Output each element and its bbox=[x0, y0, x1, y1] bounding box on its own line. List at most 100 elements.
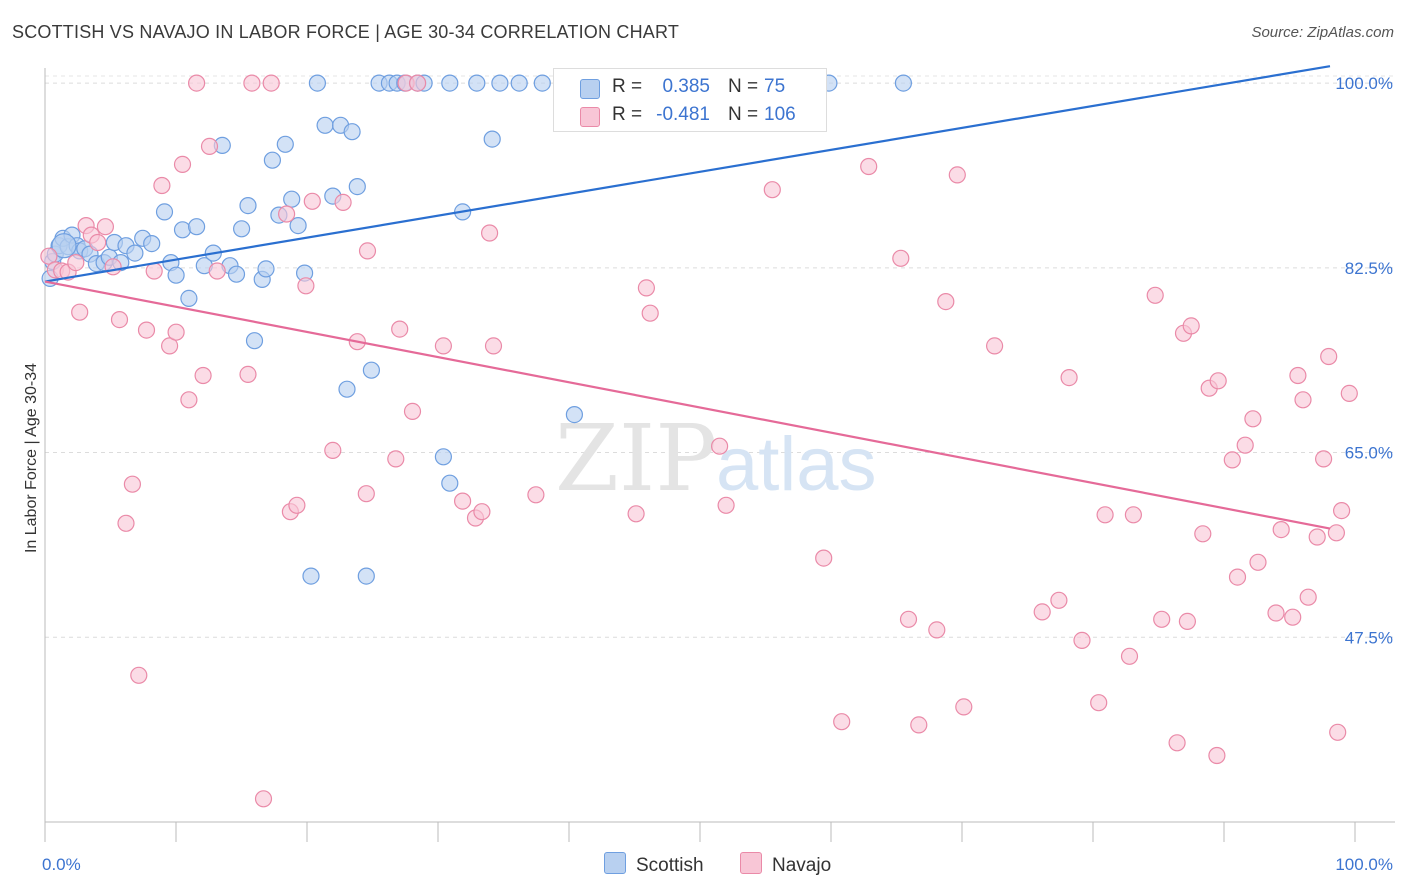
navajo-point-34 bbox=[303, 192, 321, 210]
r-value: 0.385 bbox=[662, 76, 710, 97]
navajo-point-66 bbox=[937, 293, 955, 311]
scottish-point-51 bbox=[362, 361, 380, 379]
scottish-point-44 bbox=[316, 116, 334, 134]
trend-lines bbox=[44, 65, 1331, 530]
navajo-point-104 bbox=[1340, 384, 1358, 402]
navajo-point-90 bbox=[1236, 436, 1254, 454]
navajo-point-17 bbox=[153, 176, 171, 195]
navajo-point-22 bbox=[188, 74, 206, 92]
source-label: Source: ZipAtlas.com bbox=[1251, 24, 1394, 41]
scottish-point-63 bbox=[483, 130, 501, 148]
navajo-point-61 bbox=[860, 157, 878, 176]
navajo-point-50 bbox=[484, 337, 503, 355]
navajo-point-26 bbox=[239, 365, 257, 383]
scottish-point-66 bbox=[533, 74, 551, 92]
navajo-legend-swatch bbox=[740, 852, 762, 874]
scottish-point-50 bbox=[357, 567, 375, 585]
navajo-point-29 bbox=[262, 74, 280, 92]
navajo-point-19 bbox=[167, 323, 185, 341]
navajo-point-75 bbox=[1096, 506, 1114, 524]
navajo-point-64 bbox=[910, 716, 928, 734]
navajo-point-78 bbox=[1146, 286, 1164, 304]
scottish-point-33 bbox=[245, 332, 264, 350]
legend-item-navajo: Navajo bbox=[740, 852, 831, 877]
correlation-legend: R = 0.385 N = 75 R = -0.481 N = 106 bbox=[553, 68, 827, 132]
navajo-point-87 bbox=[1209, 372, 1227, 390]
scottish-point-23 bbox=[173, 221, 192, 239]
navajo-point-43 bbox=[403, 402, 422, 420]
scottish-point-42 bbox=[302, 567, 320, 585]
navajo-point-96 bbox=[1289, 366, 1307, 385]
navajo-point-100 bbox=[1314, 450, 1333, 468]
navajo-point-4 bbox=[67, 254, 85, 272]
navajo-point-53 bbox=[627, 505, 645, 523]
navajo-point-20 bbox=[173, 155, 192, 173]
navajo-points bbox=[40, 74, 1358, 808]
scottish-point-31 bbox=[233, 220, 251, 238]
scottish-points bbox=[41, 74, 913, 585]
r-label: R = bbox=[612, 104, 643, 125]
navajo-point-97 bbox=[1294, 391, 1312, 409]
scottish-point-32 bbox=[239, 197, 257, 215]
r-label: R = bbox=[612, 76, 643, 97]
y-tick-label-2: 65.0% bbox=[1345, 444, 1393, 463]
scottish-point-35 bbox=[257, 260, 275, 278]
navajo-point-103 bbox=[1332, 502, 1351, 520]
navajo-point-54 bbox=[637, 279, 656, 297]
navajo-point-101 bbox=[1320, 347, 1338, 366]
scottish-point-22 bbox=[167, 266, 185, 284]
chart-title: SCOTTISH VS NAVAJO IN LABOR FORCE | AGE … bbox=[12, 22, 680, 42]
navajo-point-38 bbox=[357, 485, 375, 503]
navajo-point-89 bbox=[1228, 568, 1247, 586]
scottish-point-48 bbox=[343, 123, 361, 141]
navajo-point-46 bbox=[454, 492, 472, 510]
navajo-point-11 bbox=[110, 311, 129, 329]
y-tick-labels: 100.0% 82.5% 65.0% 47.5% bbox=[1335, 74, 1393, 647]
navajo-point-14 bbox=[130, 666, 148, 684]
scottish-swatch bbox=[580, 79, 600, 99]
navajo-point-57 bbox=[717, 496, 735, 514]
scottish-point-19 bbox=[143, 235, 161, 253]
navajo-point-76 bbox=[1120, 647, 1139, 665]
navajo-point-65 bbox=[928, 621, 946, 639]
navajo-point-105 bbox=[1329, 723, 1347, 741]
scottish-point-25 bbox=[188, 218, 206, 236]
scottish-point-30 bbox=[227, 265, 246, 283]
scottish-point-24 bbox=[180, 289, 198, 307]
watermark: ZIP atlas bbox=[555, 405, 877, 512]
scottish-point-36 bbox=[263, 151, 281, 169]
navajo-point-15 bbox=[137, 321, 156, 339]
navajo-point-21 bbox=[180, 391, 198, 409]
navajo-point-45 bbox=[434, 337, 452, 355]
axes bbox=[44, 68, 1395, 842]
n-value: 75 bbox=[764, 76, 786, 97]
scottish-point-43 bbox=[308, 74, 326, 92]
navajo-point-68 bbox=[955, 698, 973, 716]
navajo-point-70 bbox=[1033, 603, 1051, 621]
navajo-point-28 bbox=[254, 790, 273, 808]
scottish-point-59 bbox=[468, 74, 486, 92]
navajo-point-73 bbox=[1073, 631, 1091, 650]
navajo-point-25 bbox=[208, 262, 226, 280]
navajo-point-72 bbox=[1060, 369, 1078, 387]
navajo-point-39 bbox=[358, 242, 377, 260]
scottish-point-65 bbox=[510, 74, 528, 92]
watermark-atlas: atlas bbox=[716, 422, 877, 507]
scottish-point-40 bbox=[289, 217, 307, 235]
y-axis-label: In Labor Force | Age 30-34 bbox=[23, 363, 40, 553]
navajo-point-99 bbox=[1308, 528, 1326, 546]
legend-label-scottish: Scottish bbox=[636, 855, 704, 876]
navajo-point-13 bbox=[123, 475, 141, 493]
navajo-point-86 bbox=[1208, 746, 1226, 765]
scottish-cluster-point bbox=[51, 233, 77, 259]
scottish-point-70 bbox=[565, 406, 584, 424]
scottish-point-47 bbox=[338, 380, 356, 398]
n-label: N = bbox=[728, 76, 759, 97]
scottish-point-39 bbox=[283, 190, 301, 208]
navajo-point-18 bbox=[161, 337, 179, 355]
navajo-swatch bbox=[580, 107, 600, 127]
x-tick-label-0: 0.0% bbox=[42, 855, 81, 874]
navajo-point-60 bbox=[833, 713, 851, 731]
navajo-point-98 bbox=[1299, 588, 1317, 606]
